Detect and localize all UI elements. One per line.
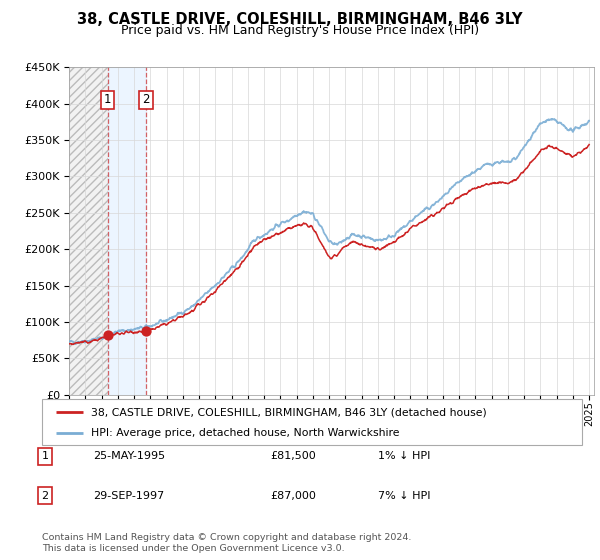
- Text: 2: 2: [142, 94, 150, 106]
- Text: £87,000: £87,000: [270, 491, 316, 501]
- Text: Contains HM Land Registry data © Crown copyright and database right 2024.
This d: Contains HM Land Registry data © Crown c…: [42, 533, 412, 553]
- Text: 2: 2: [41, 491, 49, 501]
- Bar: [69, 67, 107, 395]
- Point: [103, 331, 112, 340]
- Bar: [107, 67, 146, 395]
- Text: Price paid vs. HM Land Registry's House Price Index (HPI): Price paid vs. HM Land Registry's House …: [121, 24, 479, 37]
- Point: [141, 327, 151, 336]
- Text: 1: 1: [41, 451, 49, 461]
- Text: £81,500: £81,500: [270, 451, 316, 461]
- Text: 38, CASTLE DRIVE, COLESHILL, BIRMINGHAM, B46 3LY: 38, CASTLE DRIVE, COLESHILL, BIRMINGHAM,…: [77, 12, 523, 27]
- FancyBboxPatch shape: [42, 399, 582, 445]
- Text: 38, CASTLE DRIVE, COLESHILL, BIRMINGHAM, B46 3LY (detached house): 38, CASTLE DRIVE, COLESHILL, BIRMINGHAM,…: [91, 407, 487, 417]
- Text: 1: 1: [104, 94, 111, 106]
- Text: 7% ↓ HPI: 7% ↓ HPI: [378, 491, 431, 501]
- Text: 25-MAY-1995: 25-MAY-1995: [93, 451, 165, 461]
- Text: 29-SEP-1997: 29-SEP-1997: [93, 491, 164, 501]
- Text: HPI: Average price, detached house, North Warwickshire: HPI: Average price, detached house, Nort…: [91, 428, 399, 438]
- Text: 1% ↓ HPI: 1% ↓ HPI: [378, 451, 430, 461]
- Bar: [69, 67, 107, 395]
